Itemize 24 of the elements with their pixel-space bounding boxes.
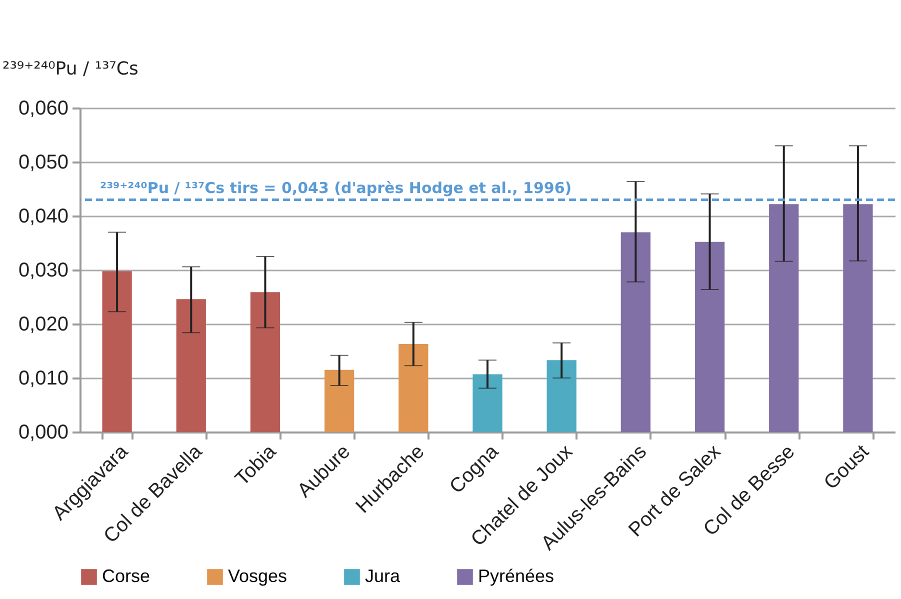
bar (472, 374, 502, 432)
y-axis-title: ²³⁹⁺²⁴⁰Pu / ¹³⁷Cs (2, 58, 138, 80)
y-tick-label: 0,060 (18, 98, 68, 120)
bar (398, 344, 428, 432)
y-tick-label: 0,010 (18, 368, 68, 390)
legend-label: Pyrénées (478, 566, 554, 586)
bar (843, 204, 873, 432)
bar (102, 271, 132, 432)
y-tick-label: 0,050 (18, 152, 68, 174)
y-tick-label: 0,000 (18, 422, 68, 444)
bar (546, 360, 576, 432)
bar (694, 242, 725, 432)
y-tick-label: 0,020 (18, 314, 68, 336)
bar (620, 232, 650, 432)
legend-label: Corse (102, 566, 150, 586)
y-tick-label: 0,030 (18, 260, 68, 282)
bar (176, 299, 206, 432)
legend-label: Jura (365, 566, 402, 586)
bar (769, 204, 799, 432)
bar (324, 370, 354, 432)
y-tick-label: 0,040 (18, 206, 68, 228)
bar (250, 292, 280, 432)
legend-label: Vosges (228, 566, 288, 586)
ref-line-label: ²³⁹⁺²⁴⁰Pu / ¹³⁷Cs tirs = 0,043 (d'après Hodge et al., 1996) (100, 178, 572, 197)
